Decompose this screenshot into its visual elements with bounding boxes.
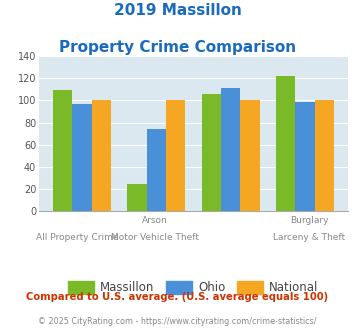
Bar [166,100,185,211]
Bar [276,76,295,211]
Bar [72,104,92,211]
Bar [315,100,334,211]
Text: Motor Vehicle Theft: Motor Vehicle Theft [111,233,199,242]
Bar [92,100,111,211]
Text: Burglary: Burglary [290,216,328,225]
Bar [147,129,166,211]
Bar [295,102,315,211]
Legend: Massillon, Ohio, National: Massillon, Ohio, National [64,276,323,299]
Text: 2019 Massillon: 2019 Massillon [114,3,241,18]
Text: Arson: Arson [142,216,168,225]
Bar [127,183,147,211]
Text: Larceny & Theft: Larceny & Theft [273,233,345,242]
Text: © 2025 CityRating.com - https://www.cityrating.com/crime-statistics/: © 2025 CityRating.com - https://www.city… [38,317,317,326]
Bar [221,88,240,211]
Bar [202,94,221,211]
Text: All Property Crime: All Property Crime [37,233,119,242]
Text: Compared to U.S. average. (U.S. average equals 100): Compared to U.S. average. (U.S. average … [26,292,329,302]
Bar [240,100,260,211]
Text: Property Crime Comparison: Property Crime Comparison [59,40,296,54]
Bar [53,90,72,211]
